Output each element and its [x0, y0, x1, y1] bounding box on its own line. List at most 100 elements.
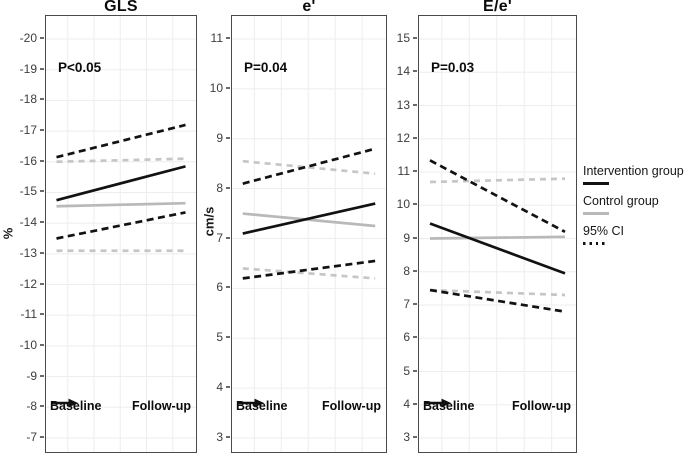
- panel-title-e-over-e-prime: E/e': [482, 0, 513, 15]
- y-tick-mark: [226, 286, 230, 289]
- y-tick-mark: [40, 159, 44, 162]
- y-tick-label: 4: [403, 396, 410, 411]
- y-tick-mark: [413, 236, 417, 239]
- y-tick-label: 4: [216, 380, 223, 395]
- y-tick-mark: [413, 136, 417, 139]
- y-tick-label: 7: [403, 297, 410, 311]
- followup-label: Follow-up: [511, 399, 571, 413]
- p-value-label-e-prime: P=0.04: [244, 60, 288, 75]
- y-tick-label: -18: [19, 92, 37, 107]
- y-tick-label: -17: [19, 123, 37, 138]
- y-tick-label: 7: [216, 230, 223, 245]
- y-tick-mark: [413, 269, 417, 272]
- followup-label: Follow-up: [321, 399, 381, 413]
- y-tick-label: -16: [19, 153, 37, 168]
- control-ci-line: [429, 288, 566, 297]
- y-tick-label: -11: [20, 307, 37, 322]
- y-tick-label: 13: [396, 97, 410, 112]
- y-tick-mark: [226, 386, 230, 389]
- y-tick-mark: [40, 313, 44, 316]
- right-arrow-icon: [238, 398, 264, 408]
- intervention-ci-line: [56, 123, 186, 159]
- right-arrow-icon: [52, 398, 78, 408]
- y-tick-label: -8: [26, 399, 37, 414]
- y-tick-label: -19: [19, 61, 37, 76]
- y-tick-mark: [40, 221, 44, 224]
- panel-e-over-e-prime: P=0.03 Baseline Follow-up: [418, 15, 577, 453]
- solid-black-line-swatch: [583, 182, 609, 185]
- plot-area-e-over-e-prime: [419, 16, 576, 452]
- y-tick-mark: [226, 186, 230, 189]
- y-tick-mark: [226, 136, 230, 139]
- y-tick-label: 8: [403, 263, 410, 278]
- y-tick-mark: [40, 37, 44, 39]
- y-tick-mark: [40, 251, 44, 254]
- y-tick-mark: [40, 190, 44, 193]
- dotted-black-line-swatch: [583, 242, 606, 245]
- y-tick-mark: [413, 336, 417, 339]
- control-line: [56, 201, 186, 208]
- intervention-ci-line: [56, 211, 186, 240]
- p-value-label-gls: P<0.05: [58, 60, 102, 75]
- y-tick-label: 11: [210, 31, 223, 45]
- x-axis-annotation-gls: Baseline Follow-up: [50, 398, 191, 414]
- y-tick-mark: [40, 405, 44, 408]
- x-axis-annotation-e-prime: Baseline Follow-up: [236, 398, 381, 414]
- y-tick-label: -13: [19, 245, 37, 260]
- y-tick-mark: [226, 336, 230, 339]
- control-ci-line: [242, 267, 376, 280]
- y-tick-mark: [226, 236, 230, 239]
- legend: Intervention group Control group 95% CI: [583, 164, 685, 254]
- y-tick-mark: [40, 282, 44, 285]
- intervention-line: [242, 202, 376, 235]
- y-tick-mark: [413, 436, 417, 438]
- followup-label: Follow-up: [131, 399, 191, 413]
- plot-area-gls: [46, 16, 196, 452]
- y-tick-mark: [413, 369, 417, 372]
- y-tick-label: 3: [216, 430, 223, 444]
- legend-label-intervention: Intervention group: [583, 164, 684, 178]
- y-tick-mark: [226, 37, 230, 39]
- y-tick-label: 14: [396, 64, 410, 79]
- y-tick-label: 10: [396, 197, 410, 212]
- y-tick-mark: [413, 170, 417, 172]
- right-arrow-icon: [425, 398, 451, 408]
- control-ci-line: [242, 159, 376, 176]
- y-tick-mark: [40, 67, 44, 70]
- y-tick-label: -14: [19, 215, 37, 230]
- y-tick-label: -9: [26, 368, 37, 383]
- legend-item-intervention: Intervention group: [583, 164, 685, 185]
- y-tick-mark: [413, 402, 417, 405]
- y-tick-label: -15: [19, 184, 37, 199]
- panel-title-e-prime: e': [302, 0, 316, 15]
- y-tick-label: -10: [19, 337, 37, 352]
- intervention-ci-line: [429, 159, 566, 234]
- p-value-label-e-over-e-prime: P=0.03: [431, 60, 475, 75]
- y-tick-mark: [40, 436, 44, 438]
- legend-label-control: Control group: [583, 194, 659, 208]
- intervention-line: [56, 165, 186, 202]
- y-tick-label: 3: [403, 430, 410, 444]
- y-tick-label: -7: [26, 430, 37, 444]
- y-tick-mark: [40, 343, 44, 346]
- y-tick-label: -12: [19, 276, 37, 291]
- y-tick-mark: [40, 129, 44, 132]
- y-tick-mark: [413, 70, 417, 73]
- panel-title-gls: GLS: [104, 0, 138, 15]
- panel-e-prime: P=0.04 Baseline Follow-up: [231, 15, 387, 453]
- y-tick-mark: [413, 203, 417, 206]
- y-tick-label: 5: [403, 363, 410, 378]
- intervention-line: [429, 222, 566, 275]
- y-tick-mark: [40, 374, 44, 377]
- y-tick-label: 6: [216, 280, 223, 295]
- y-tick-label: 6: [403, 330, 410, 345]
- y-tick-label: 15: [396, 31, 410, 45]
- y-tick-label: 8: [216, 180, 223, 195]
- x-axis-annotation-e-over-e-prime: Baseline Follow-up: [423, 398, 571, 414]
- y-tick-label: -20: [19, 31, 37, 45]
- y-tick-label: 9: [403, 230, 410, 245]
- legend-label-ci: 95% CI: [583, 224, 624, 238]
- y-tick-mark: [413, 103, 417, 106]
- y-tick-label: 11: [397, 164, 410, 178]
